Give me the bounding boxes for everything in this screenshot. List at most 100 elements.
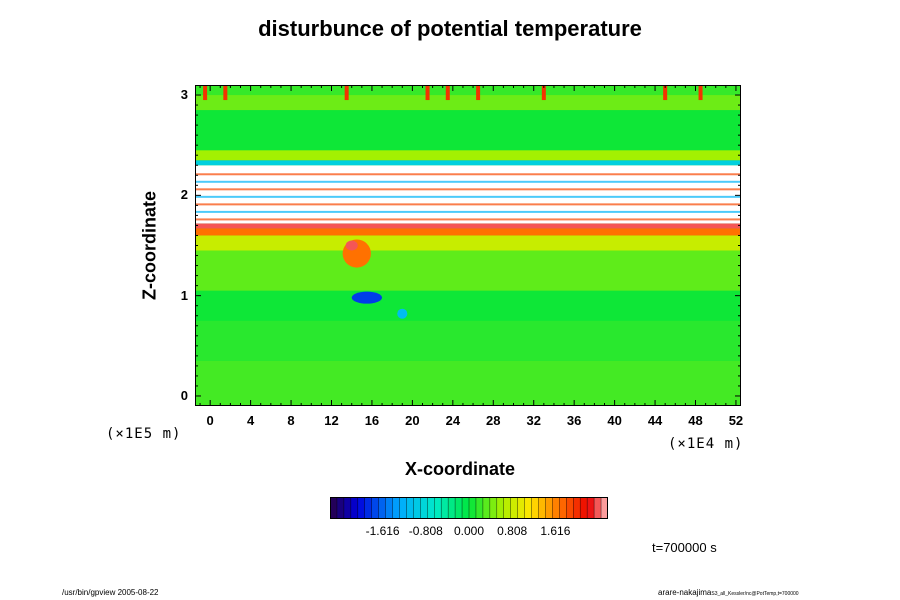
colorbar-cell — [448, 497, 456, 519]
colorbar-cell — [350, 497, 359, 519]
layer-streak — [195, 195, 741, 198]
top-spike — [663, 85, 668, 101]
y-tick-label: 0 — [180, 387, 188, 403]
colorbar-tick-label: -0.808 — [408, 524, 443, 538]
x-tick-label: 44 — [647, 413, 663, 428]
footer-source: arare-nakajimaS3_all_Kessler/nc@PotTemp,… — [658, 588, 799, 597]
field-feature — [345, 240, 358, 251]
y-tick-label: 1 — [180, 287, 188, 303]
plot-area — [195, 85, 741, 406]
x-tick-label: 24 — [445, 413, 461, 428]
top-spike — [425, 85, 430, 101]
colorbar-cell — [594, 497, 602, 519]
x-tick-label: 48 — [688, 413, 703, 428]
colorbar-cell — [441, 497, 449, 519]
layer-streak — [195, 180, 741, 183]
x-tick-label: 28 — [486, 413, 501, 428]
top-spike — [223, 85, 228, 101]
colorbar-cell — [545, 497, 553, 519]
top-spike — [445, 85, 450, 101]
field-band — [195, 110, 741, 151]
colorbar-cell — [399, 497, 407, 519]
field-feature — [351, 291, 383, 304]
colorbar-cell — [462, 497, 470, 519]
x-tick-label: 36 — [566, 413, 582, 428]
colorbar-cell — [517, 497, 525, 519]
y-tick-label: 2 — [180, 187, 188, 203]
y-unit-label: (×1E5 m) — [106, 426, 182, 442]
colorbar-cell — [392, 497, 400, 519]
x-tick-label: 52 — [728, 413, 744, 428]
top-spike — [541, 85, 546, 101]
x-unit-label: (×1E4 m) — [668, 436, 744, 452]
colorbar-cell — [420, 497, 428, 519]
top-spike — [698, 85, 703, 101]
colorbar-cell — [455, 497, 463, 519]
x-tick-label: 16 — [364, 413, 380, 428]
x-tick-label: 20 — [405, 413, 420, 428]
colorbar-cell — [496, 497, 505, 519]
colorbar-cell — [573, 497, 581, 519]
field-feature — [397, 308, 408, 319]
colorbar-cell — [434, 497, 442, 519]
colorbar-cell — [580, 497, 588, 519]
colorbar-tick-label: -1.616 — [365, 524, 400, 538]
layer-streak — [195, 203, 741, 206]
colorbar-cell — [330, 497, 338, 519]
colorbar-cell — [475, 497, 484, 519]
top-spike — [203, 85, 208, 101]
y-axis-label: Z-coordinate — [139, 191, 160, 301]
field-band — [195, 360, 741, 406]
colorbar-tick-label: 1.616 — [540, 524, 571, 538]
x-tick-label: 8 — [287, 413, 295, 428]
chart-title: disturbunce of potential temperature — [258, 16, 642, 41]
layer-streak — [195, 188, 741, 191]
footer-author: arare-nakajima — [658, 588, 712, 597]
x-tick-label: 32 — [526, 413, 541, 428]
colorbar-tick-label: 0.000 — [453, 524, 485, 538]
colorbar-cell — [343, 497, 352, 519]
layer-streak — [195, 173, 741, 176]
field-band — [195, 228, 741, 236]
x-axis-label: X-coordinate — [404, 459, 515, 479]
x-tick-label: 0 — [206, 413, 214, 428]
field-band — [195, 250, 741, 291]
colorbar-cell — [385, 497, 393, 519]
x-tick-label: 4 — [246, 413, 255, 428]
x-tick-label: 40 — [607, 413, 622, 428]
colorbar-cell — [482, 497, 491, 519]
colorbar-cell — [552, 497, 560, 519]
colorbar-cell — [357, 497, 366, 519]
field-band — [195, 85, 741, 96]
colorbar-frame — [330, 497, 608, 519]
colorbar-cell — [587, 497, 595, 519]
field-band — [195, 160, 741, 166]
footer-variable: S3_all_Kessler/nc@PotTemp,t=700000 — [711, 591, 799, 597]
field-band — [195, 223, 741, 229]
y-tick-label: 3 — [180, 87, 188, 103]
colorbar-cell — [427, 497, 435, 519]
colorbar-tick-label: 0.808 — [497, 524, 528, 538]
colorbar-cell — [489, 497, 498, 519]
colorbar-cell — [510, 497, 518, 519]
colorbar-cell — [406, 497, 414, 519]
colorbar-cell — [336, 497, 345, 519]
field-band — [195, 95, 741, 111]
layer-streak — [195, 218, 741, 221]
colorbar-cell — [503, 497, 511, 519]
colorbar-cell — [601, 497, 608, 519]
footer-command: /usr/bin/gpview 2005-08-22 — [62, 588, 159, 597]
colorbar-cell — [469, 497, 477, 519]
colorbar-cell — [531, 497, 539, 519]
field-band — [195, 290, 741, 321]
x-tick-label: 12 — [324, 413, 339, 428]
colorbar-cell — [413, 497, 421, 519]
time-label: t=700000 s — [652, 540, 717, 555]
colorbar-cell — [566, 497, 574, 519]
field-band — [195, 150, 741, 161]
colorbar-cell — [378, 497, 386, 519]
top-spike — [344, 85, 349, 101]
colorbar-cell — [371, 497, 379, 519]
colorbar-cell — [524, 497, 532, 519]
colorbar-cell — [538, 497, 546, 519]
